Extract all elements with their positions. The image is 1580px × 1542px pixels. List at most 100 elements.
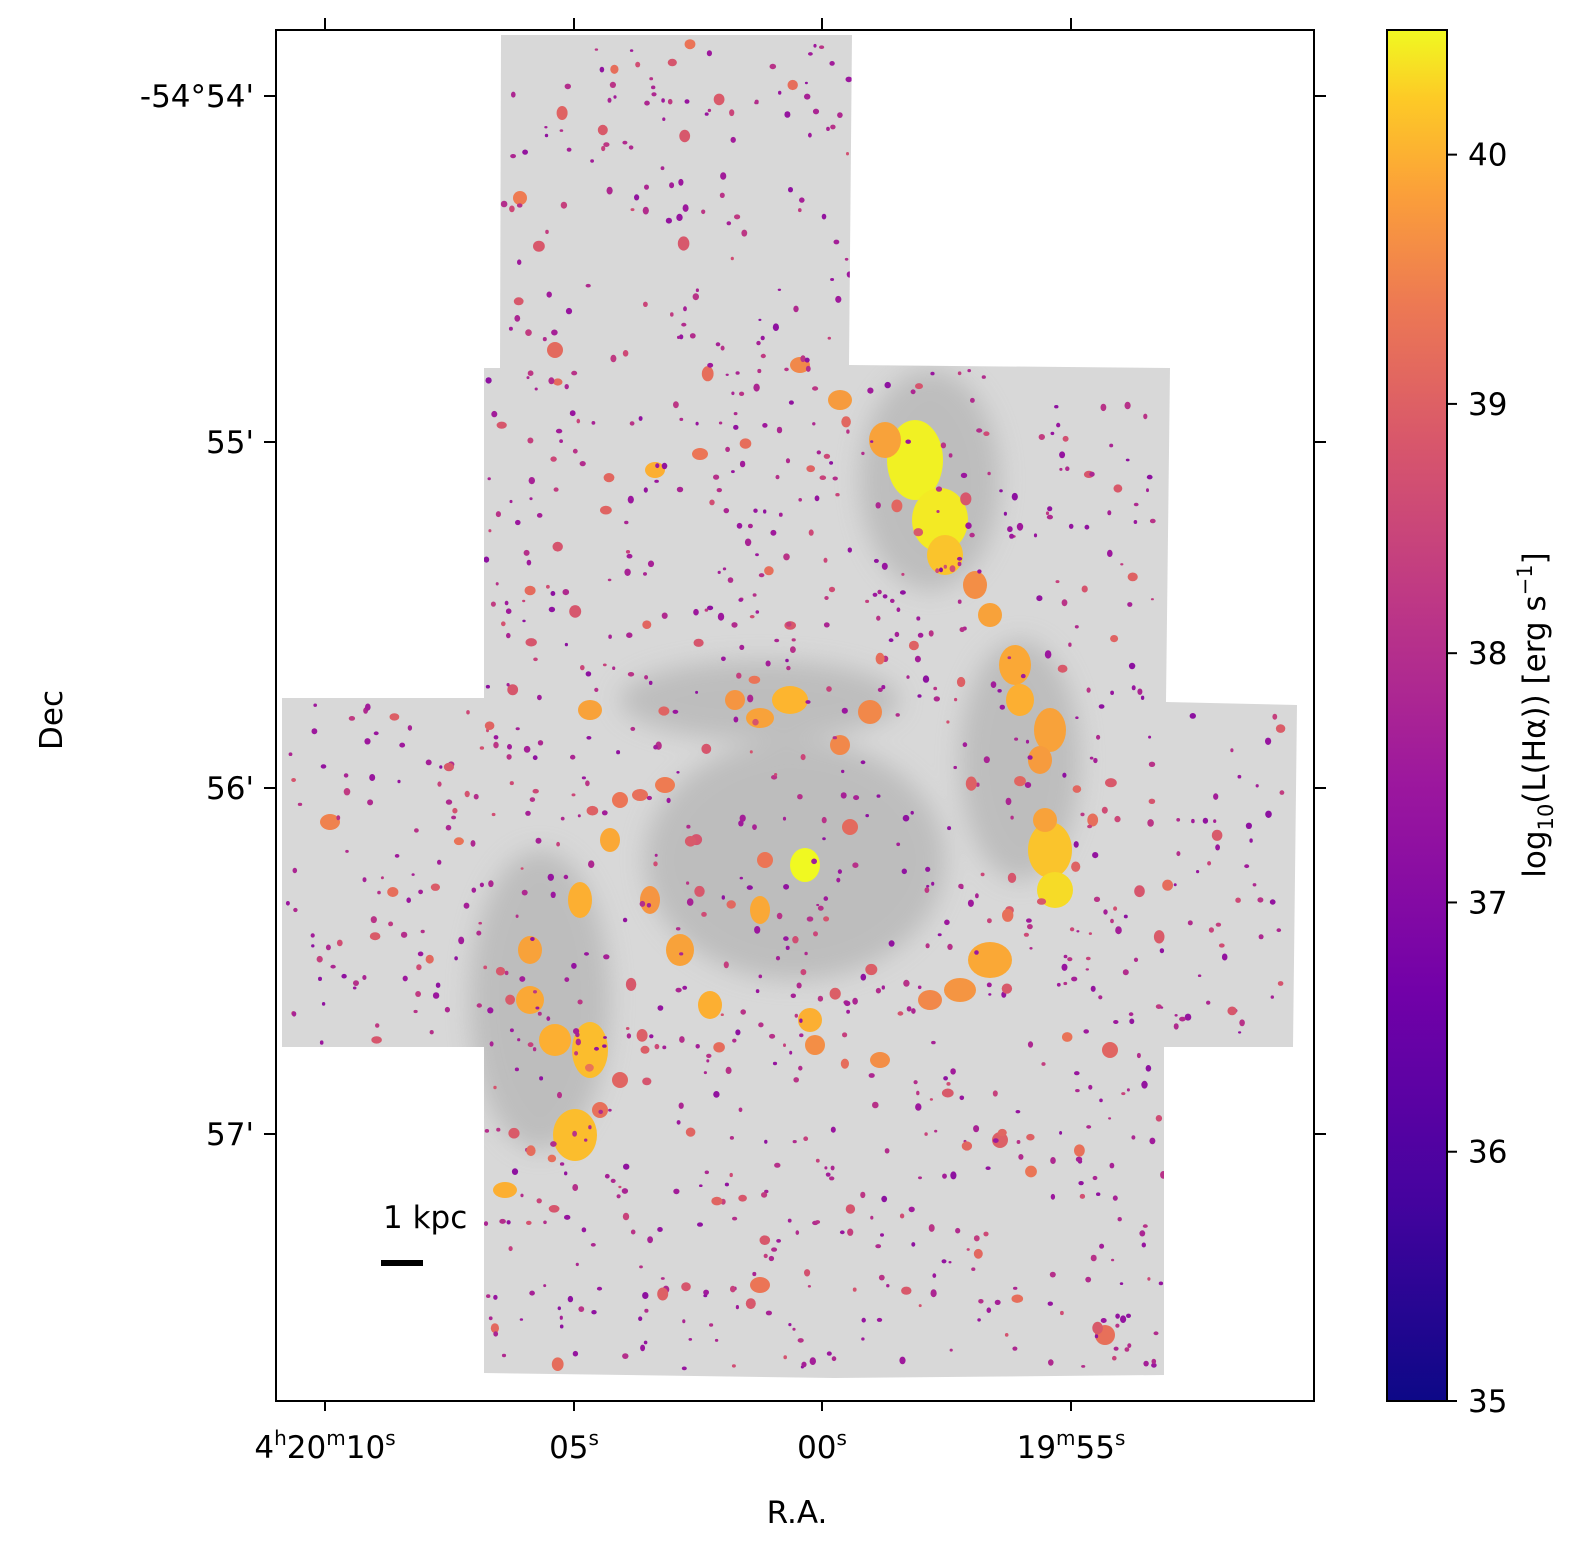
hii-region-faint [1056,422,1061,428]
hii-region-faint [873,558,879,563]
hii-region-faint [478,921,483,925]
hii-region-faint [1127,572,1138,582]
hii-region-faint [506,632,511,639]
hii-region-faint [509,781,514,786]
hii-region-faint [726,900,736,909]
hii-region-faint [578,1306,585,1312]
hii-region-faint [364,738,371,745]
hii-region-bright-30 [698,991,722,1019]
hii-region-faint [626,1033,632,1039]
hii-region-faint [464,790,470,798]
hii-region-faint [602,1044,607,1048]
hii-region-faint [341,973,347,979]
hii-region-faint [788,187,793,193]
hii-region-faint [777,288,782,291]
hii-region-faint [913,528,924,537]
hii-region-faint [812,386,819,391]
hii-region-faint [782,816,787,821]
hii-region-faint [373,731,379,736]
hii-region-faint [765,660,771,667]
hii-region-faint [491,410,498,418]
hii-region-faint [1147,1277,1151,1281]
hii-region-faint [727,577,734,583]
hii-region-faint [729,109,735,117]
hii-region-faint [760,353,766,359]
hii-region-faint [1025,1165,1037,1178]
hii-region-faint [1001,983,1013,994]
hii-region-faint [559,1315,563,1320]
hii-region-faint [557,1306,561,1311]
hii-region-faint [805,700,811,704]
hii-region-faint [318,976,322,982]
hii-region-faint [776,1239,781,1243]
hii-region-faint [752,824,757,830]
hii-region-bright-40 [750,1277,770,1293]
colorbar: 35 36 37 38 39 40 log10(L(Hα)) [erg s−1] [1386,29,1558,1420]
hii-region-faint [785,658,789,663]
hii-region-faint [985,1166,991,1170]
hii-region-faint [846,271,853,278]
hii-region-faint [804,93,811,100]
hii-region-faint [740,1009,746,1015]
hii-region-faint [723,961,729,969]
hii-region-faint [999,489,1003,493]
hii-region-faint [676,771,680,774]
hii-region-faint [832,736,837,740]
hii-region-faint [529,1290,535,1296]
hii-region-faint [600,505,612,515]
hii-region-faint [977,569,982,574]
hii-region-faint [594,687,599,693]
hii-region-faint [966,1248,970,1251]
hii-region-faint [792,1140,797,1144]
hii-region-faint [798,1065,803,1071]
hii-region-faint [612,666,616,670]
hii-region-faint [1148,735,1152,739]
hii-region-faint [495,511,501,518]
hii-region-bright-1 [912,488,968,552]
hii-region-faint [960,492,972,506]
hii-region-faint [560,816,565,821]
hii-region-bright-4 [963,571,987,599]
hii-region-bright-38 [830,735,850,755]
hii-region-faint [957,556,963,561]
hii-region-faint [588,1125,592,1130]
hii-region-faint [657,1005,664,1011]
hii-region-faint [704,112,709,116]
hii-region-faint [1074,625,1079,629]
hii-region-faint [400,931,408,938]
hii-region-faint [930,1289,937,1298]
hii-region-faint [890,598,895,604]
hii-region-faint [865,599,870,604]
hii-region-faint [891,499,903,513]
hii-region-faint [519,976,526,982]
hii-region-faint [876,794,881,798]
hii-region-faint [292,867,298,874]
hii-region-faint [508,1127,520,1139]
hii-region-faint [915,1103,922,1111]
hii-region-faint [997,689,1002,693]
hii-region-faint [616,1194,621,1199]
hii-region-faint [1137,688,1143,695]
hii-region-faint [535,1006,540,1010]
hii-region-bright-33 [805,1035,825,1055]
hii-region-faint [601,810,608,816]
hii-region-faint [949,565,956,573]
hii-region-faint [915,383,923,390]
hii-region-faint [684,836,697,847]
hii-region-faint [724,1182,730,1187]
hii-region-faint [507,744,512,750]
hii-region-faint [679,417,684,421]
hii-region-faint [987,918,992,924]
hii-region-faint [484,1129,490,1133]
hii-region-faint [1061,1032,1073,1042]
hii-region-faint [1128,662,1136,670]
hii-region-faint [371,1036,382,1044]
hii-region-faint [516,203,523,208]
hii-region-faint [681,1366,687,1371]
hii-region-faint [445,824,452,831]
hii-region-bright-45 [612,792,628,808]
hii-region-faint [845,1204,856,1214]
hii-region-faint [798,498,802,502]
hii-region-bright-29 [666,934,694,966]
hii-region-faint [603,1036,607,1039]
